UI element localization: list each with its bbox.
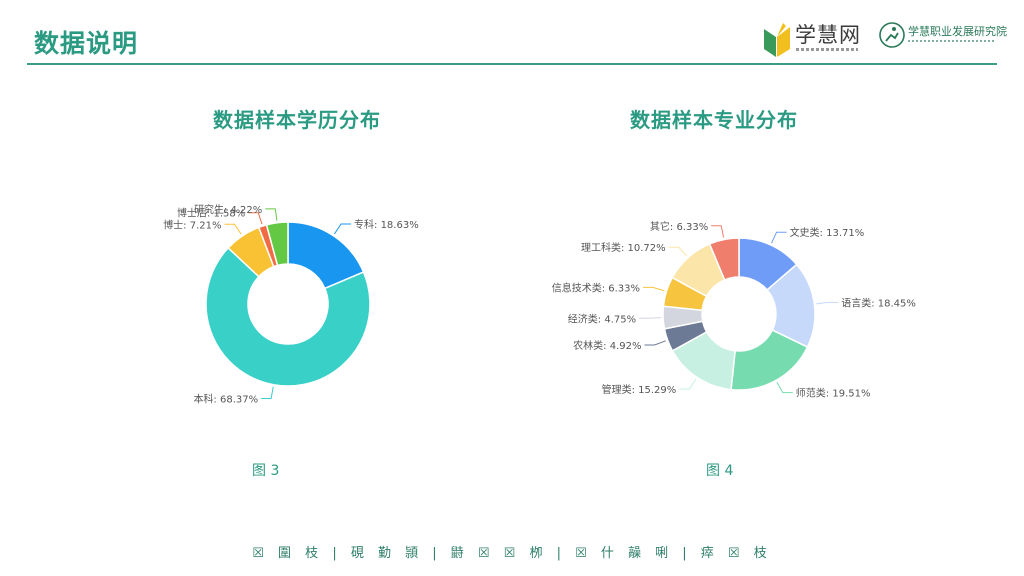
page-title: 数据说明 — [34, 29, 139, 58]
chart4-leader-1 — [816, 301, 839, 305]
chart4-leader-8 — [711, 225, 725, 238]
chart3-label-2: 博士: 7.21% — [163, 218, 221, 231]
figure-caption-4: 图 4 — [706, 463, 734, 479]
chart4-label-0: 文史类: 13.71% — [790, 226, 865, 239]
chart3-leader-4 — [265, 208, 278, 221]
chart3-slice-0 — [287, 221, 365, 290]
chart3-leader-3 — [248, 212, 263, 225]
chart4-leader-4 — [644, 340, 666, 346]
chart4-leader-3 — [679, 378, 697, 390]
chart4-label-8: 其它: 6.33% — [650, 220, 708, 233]
runner-emblem-icon — [879, 22, 905, 48]
chart3-slice-3 — [257, 223, 279, 268]
chart3-label-3: 博士后: 1.58% — [177, 207, 245, 220]
chart4-label-3: 管理类: 15.29% — [602, 383, 677, 396]
chart4-label-5: 经济类: 4.75% — [568, 312, 636, 325]
figure-caption-3: 图 3 — [252, 463, 280, 479]
book-icon — [764, 23, 790, 57]
chart3-label-1: 本科: 68.37% — [193, 393, 258, 406]
chart4-slice-0 — [738, 237, 798, 291]
chart4-leader-0 — [771, 231, 787, 244]
chart4-label-1: 语言类: 18.45% — [841, 296, 916, 309]
institute-logo: 学慧职业发展研究院 — [878, 19, 1007, 59]
chart4-label-4: 农林类: 4.92% — [573, 339, 641, 352]
chart4-slice-7 — [671, 242, 726, 298]
logo2-tagline — [908, 40, 994, 42]
logo1-name: 学慧网 — [795, 23, 861, 47]
chart4-slice-3 — [671, 330, 736, 391]
chart3-leader-1 — [261, 386, 274, 400]
chart-title-major: 数据样本专业分布 — [630, 108, 798, 132]
logo2-name: 学慧职业发展研究院 — [908, 25, 1007, 38]
chart4-label-2: 师范类: 19.51% — [796, 387, 871, 400]
chart4-leader-6 — [643, 286, 665, 292]
footer-text: ☒ 圍 枝 | 硯 勤 頴 | 鼭 ☒ ☒ 栁 | ☒ 什 髞 唎 | 瘁 ☒ … — [252, 546, 772, 561]
chart3-slice-4 — [265, 221, 289, 267]
chart4-leader-2 — [776, 381, 793, 394]
chart4-leader-7 — [668, 246, 688, 257]
xuehui-logo: 学慧网 — [762, 17, 862, 59]
chart3-label-4: 研究生: 4.22% — [194, 203, 262, 216]
chart3-leader-0 — [333, 223, 352, 235]
chart4-slice-6 — [662, 276, 708, 312]
chart4-slice-5 — [662, 305, 704, 330]
chart4-slice-2 — [730, 329, 809, 391]
chart4-slice-8 — [708, 237, 740, 281]
chart3-leader-2 — [224, 223, 242, 235]
logo1-tagline — [796, 48, 858, 51]
chart3-slice-2 — [227, 226, 275, 278]
chart4-slice-4 — [663, 320, 708, 352]
chart4-leader-5 — [639, 317, 662, 319]
chart4-label-6: 信息技术类: 6.33% — [552, 281, 640, 294]
chart-title-education: 数据样本学历分布 — [213, 108, 381, 132]
header-divider — [27, 63, 997, 65]
chart4-slice-1 — [766, 263, 816, 349]
chart3-label-0: 专科: 18.63% — [354, 218, 419, 231]
chart3-slice-1 — [205, 246, 371, 387]
chart4-label-7: 理工科类: 10.72% — [581, 241, 666, 254]
